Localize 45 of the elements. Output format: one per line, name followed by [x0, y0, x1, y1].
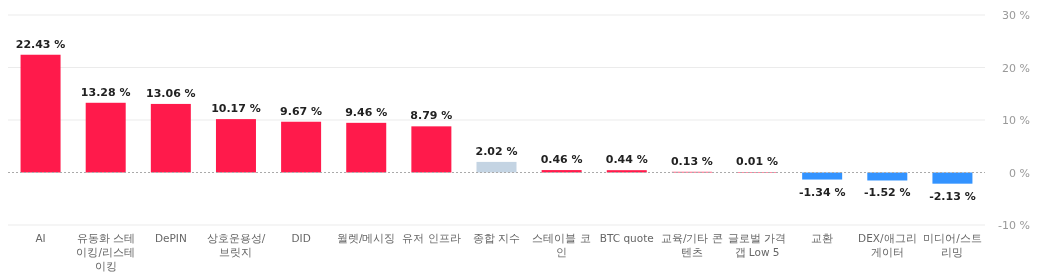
x-tick-label: 종합 지수: [471, 231, 522, 245]
x-tick-label: DID: [290, 231, 312, 245]
bar: [476, 161, 517, 173]
bar: [20, 54, 61, 173]
bar: [802, 172, 843, 180]
x-tick-label: 스테이블 코인: [531, 231, 592, 259]
bar: [411, 126, 452, 173]
y-tick-label: 10 %: [1002, 114, 1030, 127]
x-tick-label: AI: [34, 231, 47, 245]
x-tick-label: 교환: [810, 231, 835, 245]
data-label: 9.67 %: [280, 104, 323, 118]
x-tick-label: DEX/애그리게이터: [857, 231, 918, 259]
y-tick-label: 0 %: [1009, 166, 1030, 180]
x-tick-label: DePIN: [153, 231, 188, 245]
data-label: 0.44 %: [605, 153, 648, 167]
data-label: 13.28 %: [80, 85, 131, 99]
y-tick-label: 20 %: [1002, 61, 1030, 75]
y-tick-label: 30 %: [1002, 9, 1030, 22]
bar: [150, 103, 191, 173]
data-label: 13.06 %: [146, 86, 196, 100]
bar: [85, 102, 126, 173]
bar: [215, 119, 256, 173]
y-tick-label: -10 %: [998, 219, 1030, 232]
data-label: 10.17 %: [211, 102, 261, 116]
data-label: 9.46 %: [345, 105, 388, 119]
data-label: -1.34 %: [798, 185, 846, 199]
data-label: 0.13 %: [670, 154, 713, 168]
x-tick-label: 유동화 스테이킹/리스테이킹: [75, 231, 136, 273]
data-label: -2.13 %: [929, 189, 976, 203]
data-label: 0.46 %: [540, 153, 583, 167]
data-label: 22.43 %: [15, 37, 66, 51]
x-tick-label: 유저 인프라: [401, 231, 462, 245]
data-label: -1.52 %: [864, 186, 911, 200]
data-label: 0.01 %: [736, 155, 779, 169]
bar: [346, 122, 387, 173]
x-tick-label: 월렛/메시징: [335, 231, 397, 245]
data-label: 8.79 %: [410, 109, 453, 123]
x-tick-label: 상호운용성/브릿지: [205, 231, 267, 259]
x-tick-label: 글로벌 가격 갭 Low 5: [726, 231, 788, 259]
bar: [281, 121, 322, 173]
x-tick-label: 교육/기타 콘텐츠: [660, 231, 723, 259]
x-tick-label: BTC quote: [598, 231, 655, 245]
bar: [932, 172, 973, 184]
data-label: 2.02 %: [475, 144, 518, 158]
x-tick-label: 미디어/스트리밍: [922, 231, 983, 259]
